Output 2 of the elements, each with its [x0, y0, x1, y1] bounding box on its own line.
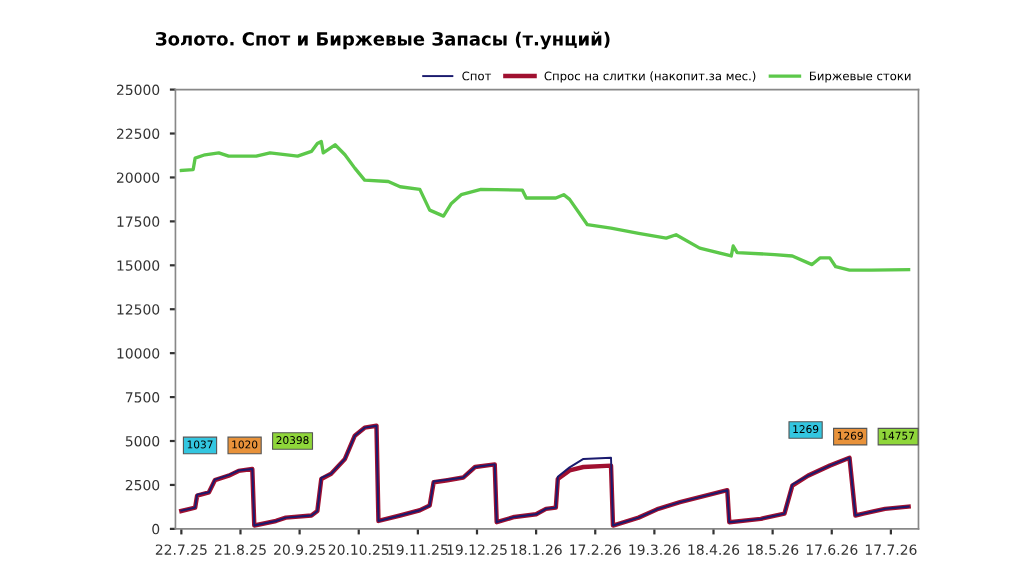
- chart-title: Золото. Спот и Биржевые Запасы (т.унций): [155, 31, 610, 50]
- line-series: [179, 139, 911, 272]
